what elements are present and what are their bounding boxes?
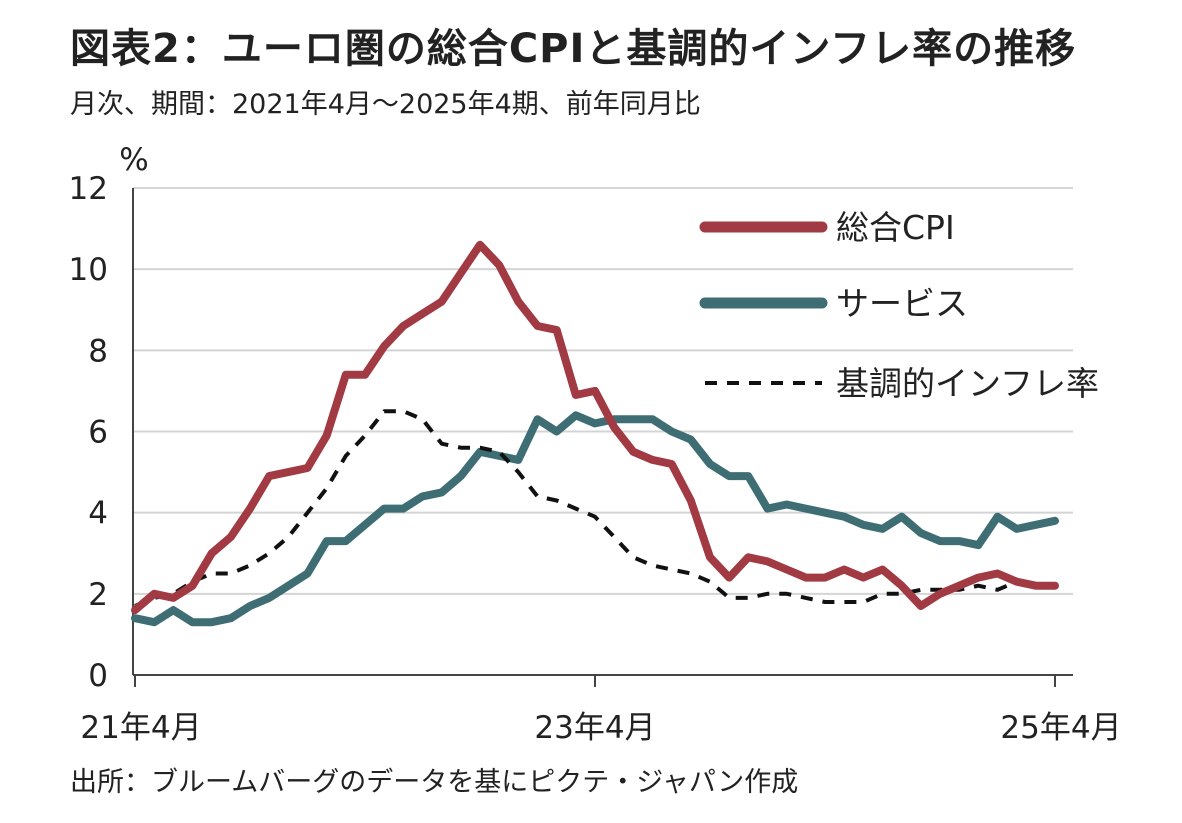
y-tick-label: 0 <box>88 658 108 694</box>
y-tick-label: 8 <box>88 333 108 369</box>
y-tick-label: 12 <box>69 171 108 207</box>
series-line-cpi <box>131 240 1059 615</box>
x-tick-label: 25年4月 <box>1000 710 1121 746</box>
series-line-services <box>131 411 1059 627</box>
series-line-core <box>134 409 1055 608</box>
legend-label-cpi: 総合CPI <box>836 208 955 247</box>
series-lines <box>131 240 1059 627</box>
legend-label-core: 基調的インフレ率 <box>836 364 1099 403</box>
y-tick-label: 2 <box>88 577 108 613</box>
chart-title: 図表2：ユーロ圏の総合CPIと基調的インフレ率の推移 <box>70 26 1077 72</box>
x-tick-label: 21年4月 <box>80 710 201 746</box>
y-axis-unit: % <box>119 142 148 178</box>
y-tick-label: 4 <box>88 496 108 532</box>
source-note: 出所：ブルームバーグのデータを基にピクテ・ジャパン作成 <box>70 767 799 798</box>
axes: 0 2 4 6 8 10 12% 21年4月 23年4月 25年4月 <box>69 142 1122 746</box>
chart-subtitle: 月次、期間：2021年4月～2025年4期、前年同月比 <box>70 89 701 120</box>
y-tick-label: 10 <box>69 252 108 288</box>
gridlines <box>133 187 1073 595</box>
x-tick-label: 23年4月 <box>534 710 655 746</box>
y-tick-label: 6 <box>88 415 108 451</box>
legend-label-services: サービス <box>836 284 968 323</box>
